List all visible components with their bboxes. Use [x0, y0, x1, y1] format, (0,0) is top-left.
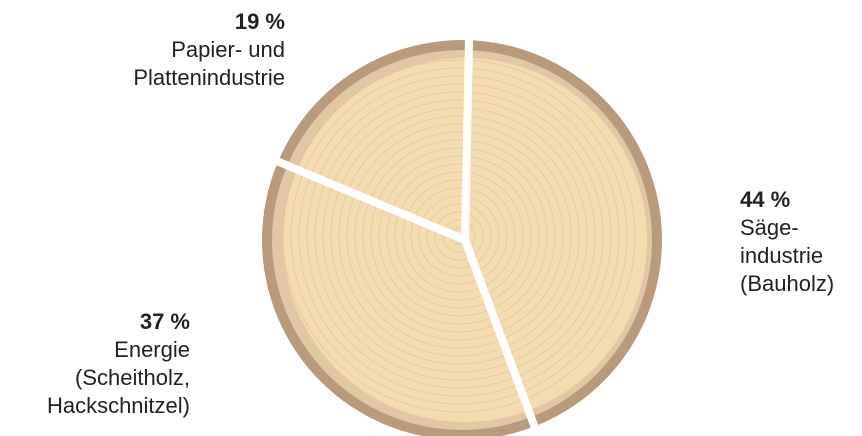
- value-label: 44 %: [740, 186, 834, 214]
- separator: [465, 35, 469, 240]
- label: 44 %Säge- industrie (Bauholz): [740, 186, 834, 298]
- label: 37 %Energie (Scheitholz, Hackschnitzel): [47, 308, 190, 420]
- label: 19 %Papier- und Plattenindustrie: [133, 8, 285, 92]
- category-label: Papier- und Plattenindustrie: [133, 37, 285, 90]
- value-label: 37 %: [47, 308, 190, 336]
- page: 19 %Papier- und Plattenindustrie 44 %Säg…: [0, 0, 862, 436]
- value-label: 19 %: [133, 8, 285, 36]
- category-label: Energie (Scheitholz, Hackschnitzel): [47, 337, 190, 418]
- category-label: Säge- industrie (Bauholz): [740, 215, 834, 296]
